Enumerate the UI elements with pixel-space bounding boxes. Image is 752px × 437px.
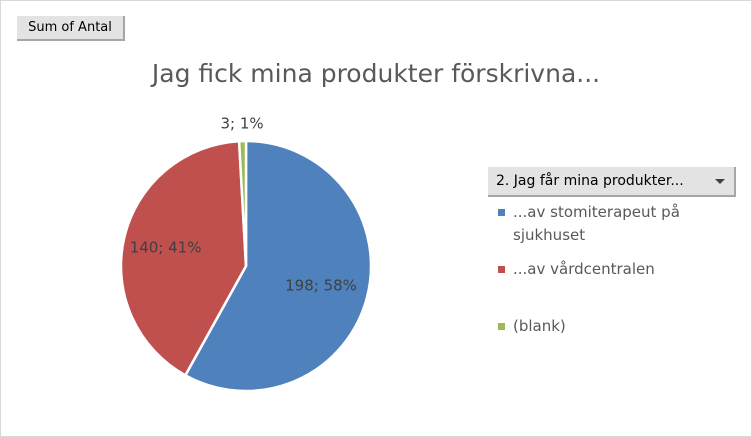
legend-item-stomiterapeut[interactable]: ...av stomiterapeut på sjukhuset	[498, 201, 713, 247]
legend-label: ...av vårdcentralen	[513, 260, 655, 278]
data-label-stomiterapeut: 198; 58%	[285, 276, 357, 294]
slice-vardcentralen[interactable]	[119, 139, 248, 377]
legend-item-vardcentralen[interactable]: ...av vårdcentralen	[498, 258, 713, 281]
dropdown-arrow-icon[interactable]	[715, 179, 725, 184]
legend-swatch	[498, 323, 505, 330]
legend-label: ...av stomiterapeut på sjukhuset	[513, 203, 680, 244]
legend-label: (blank)	[513, 317, 566, 335]
slice-blank[interactable]	[237, 139, 248, 267]
legend-item-blank[interactable]: (blank)	[498, 315, 713, 338]
chart-title: Jag fick mina produkter förskrivna...	[151, 59, 601, 88]
data-label-blank: 3; 1%	[220, 115, 263, 133]
legend-swatch	[498, 209, 505, 216]
data-label-vardcentralen: 140; 41%	[130, 239, 202, 257]
legend-swatch	[498, 266, 505, 273]
slice-stomiterapeut[interactable]	[183, 139, 373, 393]
legend-filter-button[interactable]: 2. Jag får mina produkter...	[488, 167, 736, 197]
legend-title: 2. Jag får mina produkter...	[496, 173, 684, 189]
value-field-button[interactable]: Sum of Antal	[17, 16, 125, 41]
